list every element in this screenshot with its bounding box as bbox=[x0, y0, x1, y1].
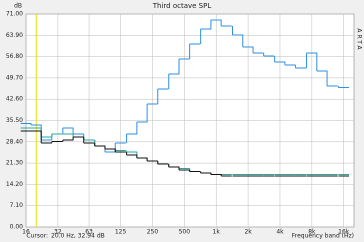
x-tick-label: 125 bbox=[115, 229, 127, 236]
y-tick-label: 7.10 bbox=[10, 202, 24, 209]
x-tick-label: 16k bbox=[338, 229, 350, 236]
cursor-label: Cursor: bbox=[26, 233, 48, 240]
x-axis-title: Frequency band (Hz) bbox=[292, 233, 354, 240]
x-tick-label: 250 bbox=[147, 229, 159, 236]
x-tick-label: 4k bbox=[276, 229, 284, 236]
y-tick-label: 71.00 bbox=[6, 11, 23, 18]
x-tick-label: 16 bbox=[22, 229, 30, 236]
y-tick-label: 0.00 bbox=[10, 224, 24, 231]
y-tick-label: 21.30 bbox=[6, 160, 23, 167]
y-tick-label: 14.20 bbox=[6, 181, 23, 188]
x-tick-label: 63 bbox=[85, 229, 93, 236]
x-tick-label: 32 bbox=[54, 229, 62, 236]
y-tick-label: 42.60 bbox=[6, 96, 23, 103]
cursor-readout: 20.0 Hz, 32.94 dB bbox=[51, 233, 105, 240]
y-unit: dB bbox=[14, 3, 22, 10]
y-tick-label: 49.70 bbox=[6, 74, 23, 81]
chart-title: Third octave SPL bbox=[152, 2, 212, 10]
x-tick-label: 2k bbox=[244, 229, 252, 236]
x-tick-label: 8k bbox=[308, 229, 316, 236]
x-tick-label: 1k bbox=[213, 229, 221, 236]
y-tick-label: 28.40 bbox=[6, 138, 23, 145]
y-tick-label: 35.50 bbox=[6, 117, 23, 124]
y-tick-label: 56.80 bbox=[6, 53, 23, 60]
y-tick-label: 63.90 bbox=[6, 32, 23, 39]
x-tick-label: 500 bbox=[179, 229, 191, 236]
watermark: ARTA bbox=[356, 28, 363, 51]
